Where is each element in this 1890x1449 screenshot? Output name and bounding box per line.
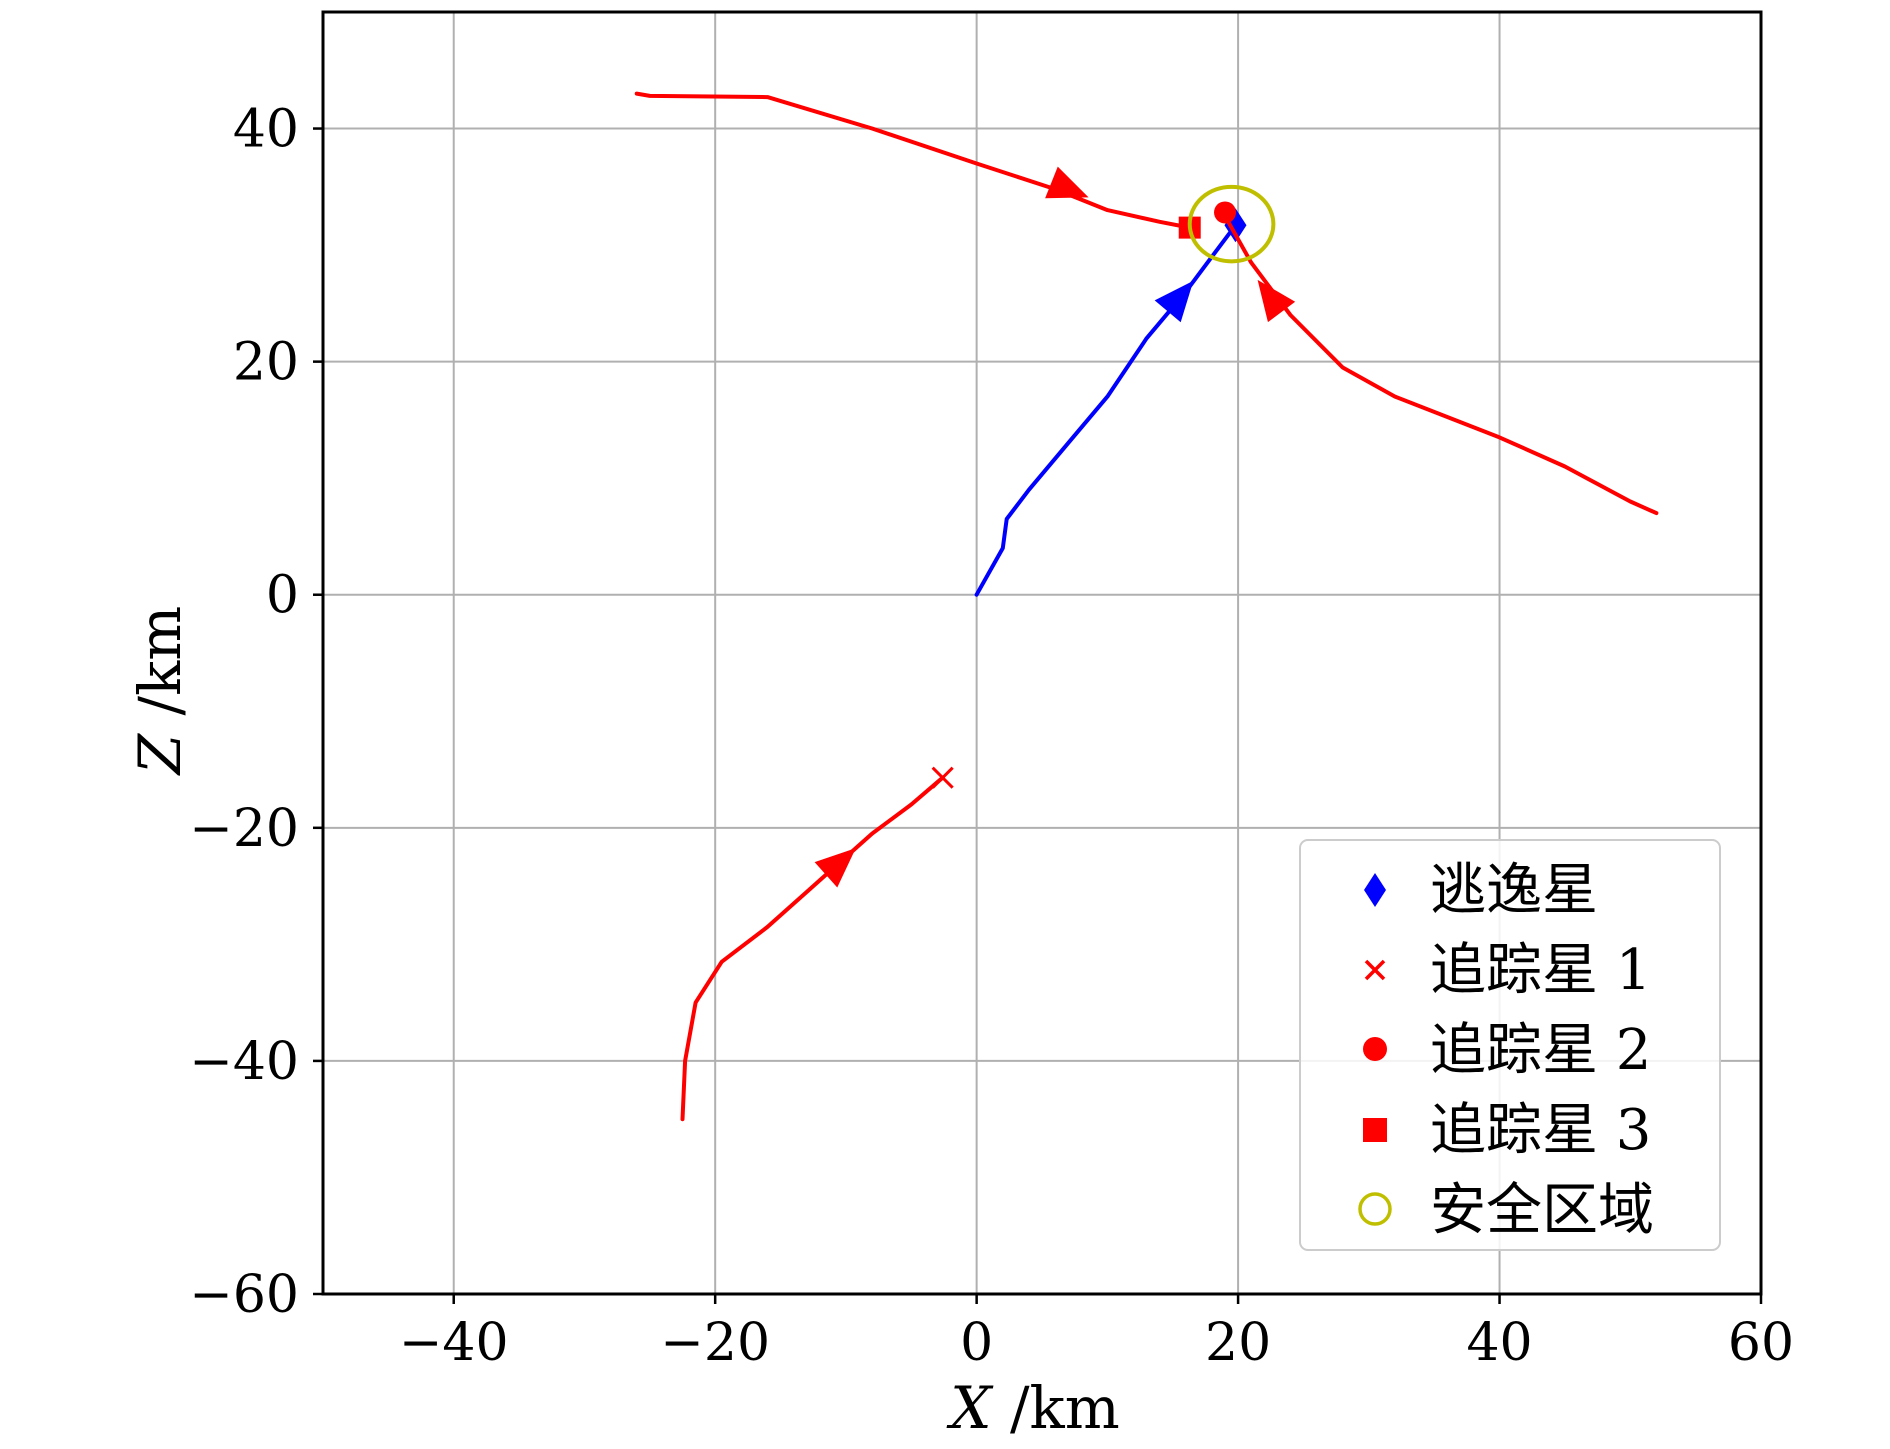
legend: 逃逸星 追踪星 1 追踪星 2 追踪星 3 安全区域 <box>1299 839 1721 1251</box>
x-tick-label: 0 <box>960 1313 993 1373</box>
y-tick-label: 0 <box>266 566 299 626</box>
x-tick-label: −40 <box>399 1313 509 1373</box>
trajectory-arrowhead <box>1045 166 1089 199</box>
y-tick-label: −40 <box>189 1032 299 1092</box>
x-tick-label: 40 <box>1466 1313 1532 1373</box>
legend-diamond-marker <box>1364 873 1386 907</box>
legend-box <box>1299 839 1721 1251</box>
plot-frame <box>321 10 1763 1296</box>
legend-circle-marker <box>1363 1037 1387 1061</box>
safe-zone-circle <box>1187 184 1276 264</box>
legend-label-pursuer-1: 追踪星 1 <box>1430 938 1651 1003</box>
legend-label-pursuer-3: 追踪星 3 <box>1430 1098 1651 1163</box>
legend-x-marker-b <box>1364 959 1386 981</box>
y-tick-label: −60 <box>189 1265 299 1325</box>
legend-square-marker <box>1363 1118 1387 1142</box>
legend-entry-pursuer-2: 追踪星 2 <box>1363 1018 1651 1083</box>
x-axis-label-unit: /km <box>992 1374 1120 1442</box>
y-tick-label: 20 <box>233 333 299 393</box>
y-axis-label-unit: /km <box>126 606 194 734</box>
series-layer <box>634 91 1659 1122</box>
trajectory-arrowhead <box>814 848 856 888</box>
legend-open-circle-marker <box>1358 1192 1392 1226</box>
trajectory-arrowhead <box>1154 280 1194 323</box>
end-marker-circle <box>1214 201 1237 224</box>
trajectory-series-3 <box>1214 201 1659 516</box>
x-axis-label: X /km <box>946 1374 1119 1442</box>
trajectory-line <box>1223 214 1659 516</box>
legend-entry-pursuer-1: 追踪星 1 <box>1364 938 1651 1003</box>
x-axis-label-var: X <box>946 1374 994 1442</box>
legend-label-pursuer-2: 追踪星 2 <box>1430 1018 1651 1083</box>
y-tick-label: 40 <box>233 100 299 160</box>
legend-entry-pursuer-3: 追踪星 3 <box>1363 1098 1651 1163</box>
legend-entry-safe-zone: 安全区域 <box>1358 1178 1654 1243</box>
x-tick-label: 20 <box>1205 1313 1271 1373</box>
trajectory-line <box>974 223 1238 597</box>
ticks: −40 −20 0 20 40 60 −60 −40 −20 0 20 40 <box>189 100 1794 1373</box>
trajectory-series-1 <box>974 208 1247 597</box>
legend-label-evader: 逃逸星 <box>1430 858 1598 923</box>
end-marker-x <box>931 766 954 789</box>
trajectory-series-4 <box>634 91 1201 239</box>
trajectory-line <box>680 775 945 1122</box>
y-axis-label-var: Z <box>126 732 194 776</box>
legend-entry-evader: 逃逸星 <box>1364 858 1598 923</box>
legend-label-safe-zone: 安全区域 <box>1430 1178 1654 1243</box>
x-tick-label: −20 <box>660 1313 770 1373</box>
trajectory-series-2 <box>680 766 954 1122</box>
trajectory-arrowhead <box>1257 279 1296 323</box>
x-tick-label: 60 <box>1728 1313 1794 1373</box>
y-tick-label: −20 <box>189 799 299 859</box>
trajectory-line <box>634 91 1192 230</box>
y-axis-label: Z /km <box>126 606 194 776</box>
